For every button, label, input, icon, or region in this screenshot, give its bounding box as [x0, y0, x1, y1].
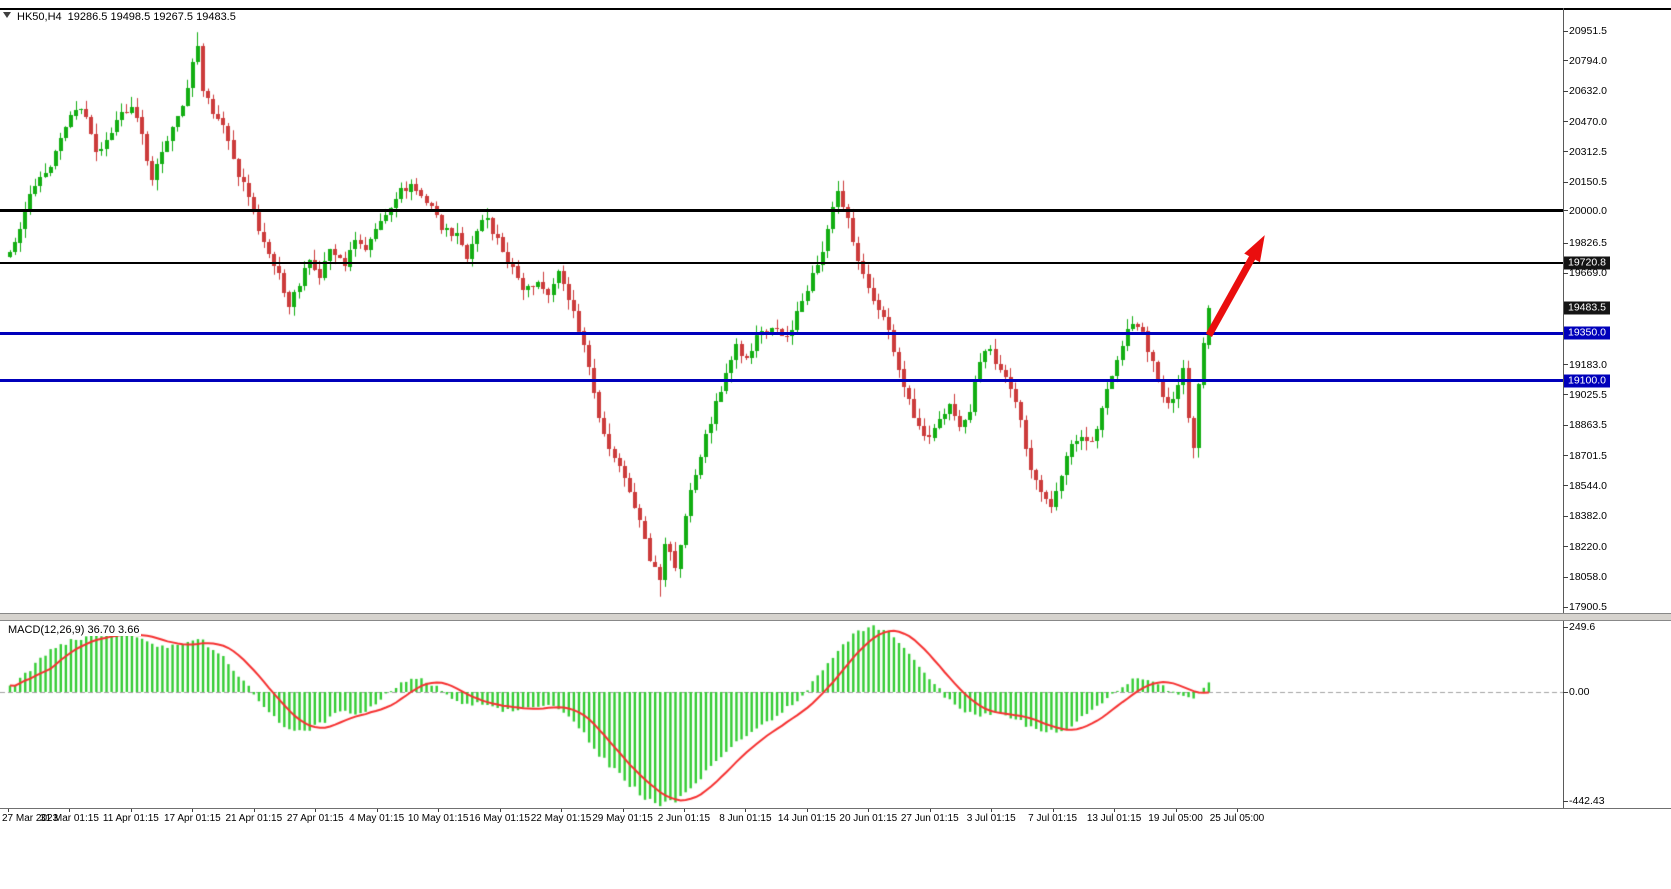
time-tick-label: 13 Jul 01:15 — [1086, 813, 1142, 824]
price-tick-label: 20150.5 — [1569, 176, 1607, 189]
macd-indicator-label: MACD(12,26,9) 36.70 3.66 — [6, 624, 142, 636]
bar-ohlc-readout: 19286.5 19498.5 19267.5 19483.5 — [67, 11, 236, 23]
price-tick-label: 18544.0 — [1569, 479, 1607, 492]
price-tick-label: 18701.5 — [1569, 449, 1607, 462]
price-tick-label: 20000.0 — [1569, 204, 1607, 217]
time-tick-label: 21 Apr 01:15 — [225, 813, 283, 824]
price-tick-label: 19826.5 — [1569, 237, 1607, 250]
symbol-info-bar: HK50,H4 19286.5 19498.5 19267.5 19483.5 — [14, 11, 245, 23]
price-tick-label: 20470.0 — [1569, 115, 1607, 128]
price-tick-label: 20632.0 — [1569, 85, 1607, 98]
price-tick-label: 20951.5 — [1569, 25, 1607, 37]
time-tick-label: 29 May 01:15 — [592, 813, 653, 824]
time-tick-label: 7 Jul 01:15 — [1028, 813, 1078, 824]
price-tick-label: 18058.0 — [1569, 571, 1607, 584]
price-tick-label: 20312.5 — [1569, 145, 1607, 158]
candlestick-chart-canvas[interactable] — [0, 8, 1563, 613]
time-tick-label: 25 Jul 05:00 — [1209, 813, 1265, 824]
symbol-dropdown-icon[interactable] — [3, 12, 11, 18]
price-tick-label: 18382.0 — [1569, 510, 1607, 523]
time-tick-label: 14 Jun 01:15 — [777, 813, 836, 824]
macd-panel-canvas[interactable] — [0, 621, 1563, 808]
macd-scale-max: 249.6 — [1569, 621, 1596, 633]
time-tick-label: 19 Jul 05:00 — [1148, 813, 1203, 824]
time-tick-label: 20 Jun 01:15 — [839, 813, 898, 824]
macd-scale-zero: 0.00 — [1569, 686, 1590, 698]
price-tick-label: 20794.0 — [1569, 54, 1607, 67]
time-tick-label: 27 Mar 2023 — [2, 813, 59, 824]
price-level-label: 19483.5 — [1564, 301, 1610, 315]
time-tick-label: 27 Jun 01:15 — [900, 813, 959, 824]
time-tick-label: 11 Apr 01:15 — [102, 813, 159, 824]
time-tick-label: 22 May 01:15 — [530, 813, 592, 824]
price-tick-label: 19183.0 — [1569, 358, 1607, 371]
price-level-label: 19100.0 — [1564, 374, 1610, 388]
price-axis-border — [1563, 8, 1564, 808]
price-tick-label: 18863.5 — [1569, 419, 1607, 432]
price-level-label: 19720.8 — [1564, 256, 1610, 270]
price-tick-label: 17900.5 — [1569, 601, 1607, 613]
time-tick-label: 10 May 01:15 — [407, 813, 469, 824]
time-tick-label: 8 Jun 01:15 — [719, 813, 772, 824]
time-tick-label: 16 May 01:15 — [469, 813, 530, 824]
time-tick-label: 17 Apr 01:15 — [163, 813, 221, 824]
time-tick-label: 2 Jun 01:15 — [657, 813, 711, 824]
time-tick-label: 27 Apr 01:15 — [286, 813, 344, 824]
time-axis-border — [0, 808, 1671, 809]
time-tick-label: 3 Jul 01:15 — [966, 813, 1016, 824]
price-level-label: 19350.0 — [1564, 326, 1610, 340]
time-tick-label: 31 Mar 01:15 — [39, 813, 99, 824]
macd-scale-min: -442.43 — [1569, 795, 1605, 807]
symbol-timeframe-label: HK50,H4 — [17, 11, 62, 23]
price-tick-label: 19025.5 — [1569, 388, 1607, 401]
price-tick-label: 18220.0 — [1569, 540, 1607, 553]
panel-splitter[interactable] — [0, 613, 1671, 621]
price-tick-label: 19669.0 — [1569, 267, 1607, 280]
time-tick-label: 4 May 01:15 — [349, 813, 405, 824]
